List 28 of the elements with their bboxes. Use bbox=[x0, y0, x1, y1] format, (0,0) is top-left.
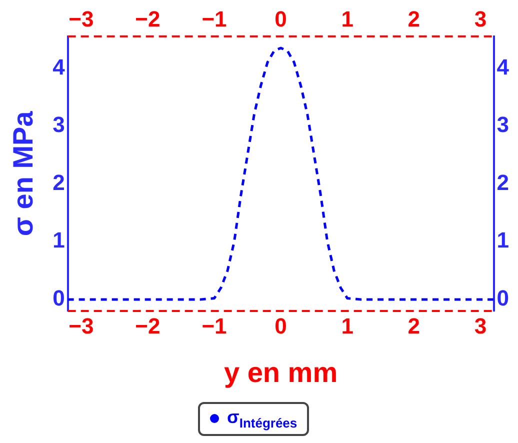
x-tick-label: −3 bbox=[68, 6, 94, 32]
x2-tick-label: 3 bbox=[474, 313, 487, 338]
y-tick-label: 1 bbox=[52, 228, 65, 253]
y-tick-label: 3 bbox=[52, 112, 65, 138]
y2-tick-label: 3 bbox=[496, 112, 510, 138]
y-tick-label: 2 bbox=[52, 170, 65, 195]
y-axis-title: σ en MPa bbox=[8, 110, 39, 236]
legend-label: σ$_{Intégrées}$ bbox=[227, 407, 298, 431]
x-tick-label: 3 bbox=[474, 6, 487, 32]
y2-tick-label: 1 bbox=[496, 228, 510, 253]
y2-tick-label: 0 bbox=[496, 286, 510, 310]
x2-tick-label: −1 bbox=[202, 313, 227, 338]
y-tick-label: 0 bbox=[52, 286, 65, 310]
line-series bbox=[68, 46, 494, 301]
x-tick-label: 1 bbox=[341, 6, 354, 32]
y2-tick-label: 4 bbox=[496, 54, 510, 80]
x-tick-label: −1 bbox=[202, 6, 227, 32]
x-tick-label: 0 bbox=[274, 6, 287, 32]
x-axis-title: y en mm bbox=[224, 356, 338, 388]
x2-tick-label: 0 bbox=[274, 313, 287, 338]
x-tick-label: −2 bbox=[135, 6, 160, 32]
x2-tick-label: −2 bbox=[135, 313, 160, 338]
y-tick-label: 4 bbox=[52, 54, 66, 80]
x2-tick-label: −3 bbox=[68, 313, 94, 338]
x2-tick-label: 2 bbox=[408, 313, 420, 338]
x-tick-label: 2 bbox=[408, 6, 420, 32]
x2-tick-label: 1 bbox=[341, 313, 354, 338]
y2-tick-label: 2 bbox=[496, 170, 510, 195]
